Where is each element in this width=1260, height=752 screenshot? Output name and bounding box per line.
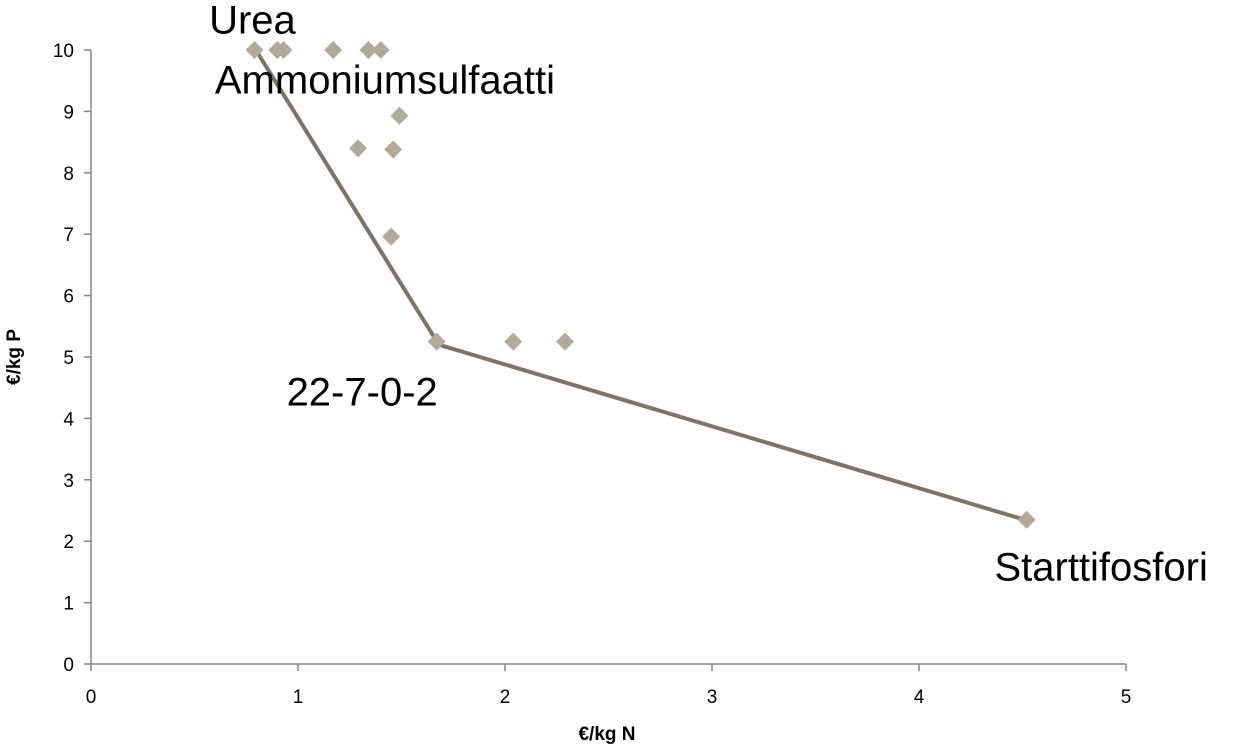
trend-line	[254, 50, 1024, 522]
y-tick-label: 2	[63, 532, 74, 553]
data-point	[245, 41, 264, 59]
y-tick-label: 5	[63, 348, 74, 369]
x-tick-label: 4	[914, 687, 925, 708]
x-tick-label: 5	[1121, 687, 1132, 708]
y-tick-label: 6	[63, 287, 74, 308]
annotation-label: Urea	[209, 0, 296, 42]
annotation-label: 22-7-0-2	[287, 371, 438, 415]
x-tick-label: 3	[707, 687, 718, 708]
data-point	[384, 140, 403, 159]
x-tick-label: 2	[500, 687, 511, 708]
y-tick-label: 0	[63, 655, 74, 676]
x-axis-title: €/kg N	[578, 724, 635, 745]
data-point	[382, 227, 401, 246]
y-tick-label: 8	[63, 164, 74, 185]
y-axis-title: €/kg P	[4, 329, 25, 385]
data-point	[371, 41, 390, 59]
trend-line-layer	[254, 50, 1024, 522]
x-tick-label: 1	[293, 687, 304, 708]
data-point	[556, 332, 575, 351]
data-point	[427, 332, 446, 351]
data-point	[390, 106, 409, 125]
data-point	[504, 332, 523, 351]
annotation-label: Ammoniumsulfaatti	[215, 59, 555, 103]
axes: 0 1 2 3 4 5 0 1 2 3 4 5 6 7 8 9 10	[53, 41, 1131, 708]
scatter-points-layer	[245, 41, 1036, 529]
y-tick-label: 4	[63, 409, 74, 430]
data-point	[274, 41, 293, 59]
annotations-layer: Urea Ammoniumsulfaatti 22-7-0-2 Starttifosf…	[209, 0, 1208, 589]
data-point	[1017, 510, 1036, 529]
y-tick-label: 3	[63, 471, 74, 492]
data-point	[324, 41, 343, 59]
annotation-label: Starttifosfori	[994, 545, 1207, 589]
x-tick-label: 0	[86, 687, 97, 708]
y-tick-label: 1	[63, 594, 74, 615]
y-tick-label: 7	[63, 225, 74, 246]
data-point	[349, 139, 368, 158]
y-tick-label: 10	[53, 41, 74, 62]
data-point	[359, 41, 378, 59]
y-tick-label: 9	[63, 102, 74, 123]
